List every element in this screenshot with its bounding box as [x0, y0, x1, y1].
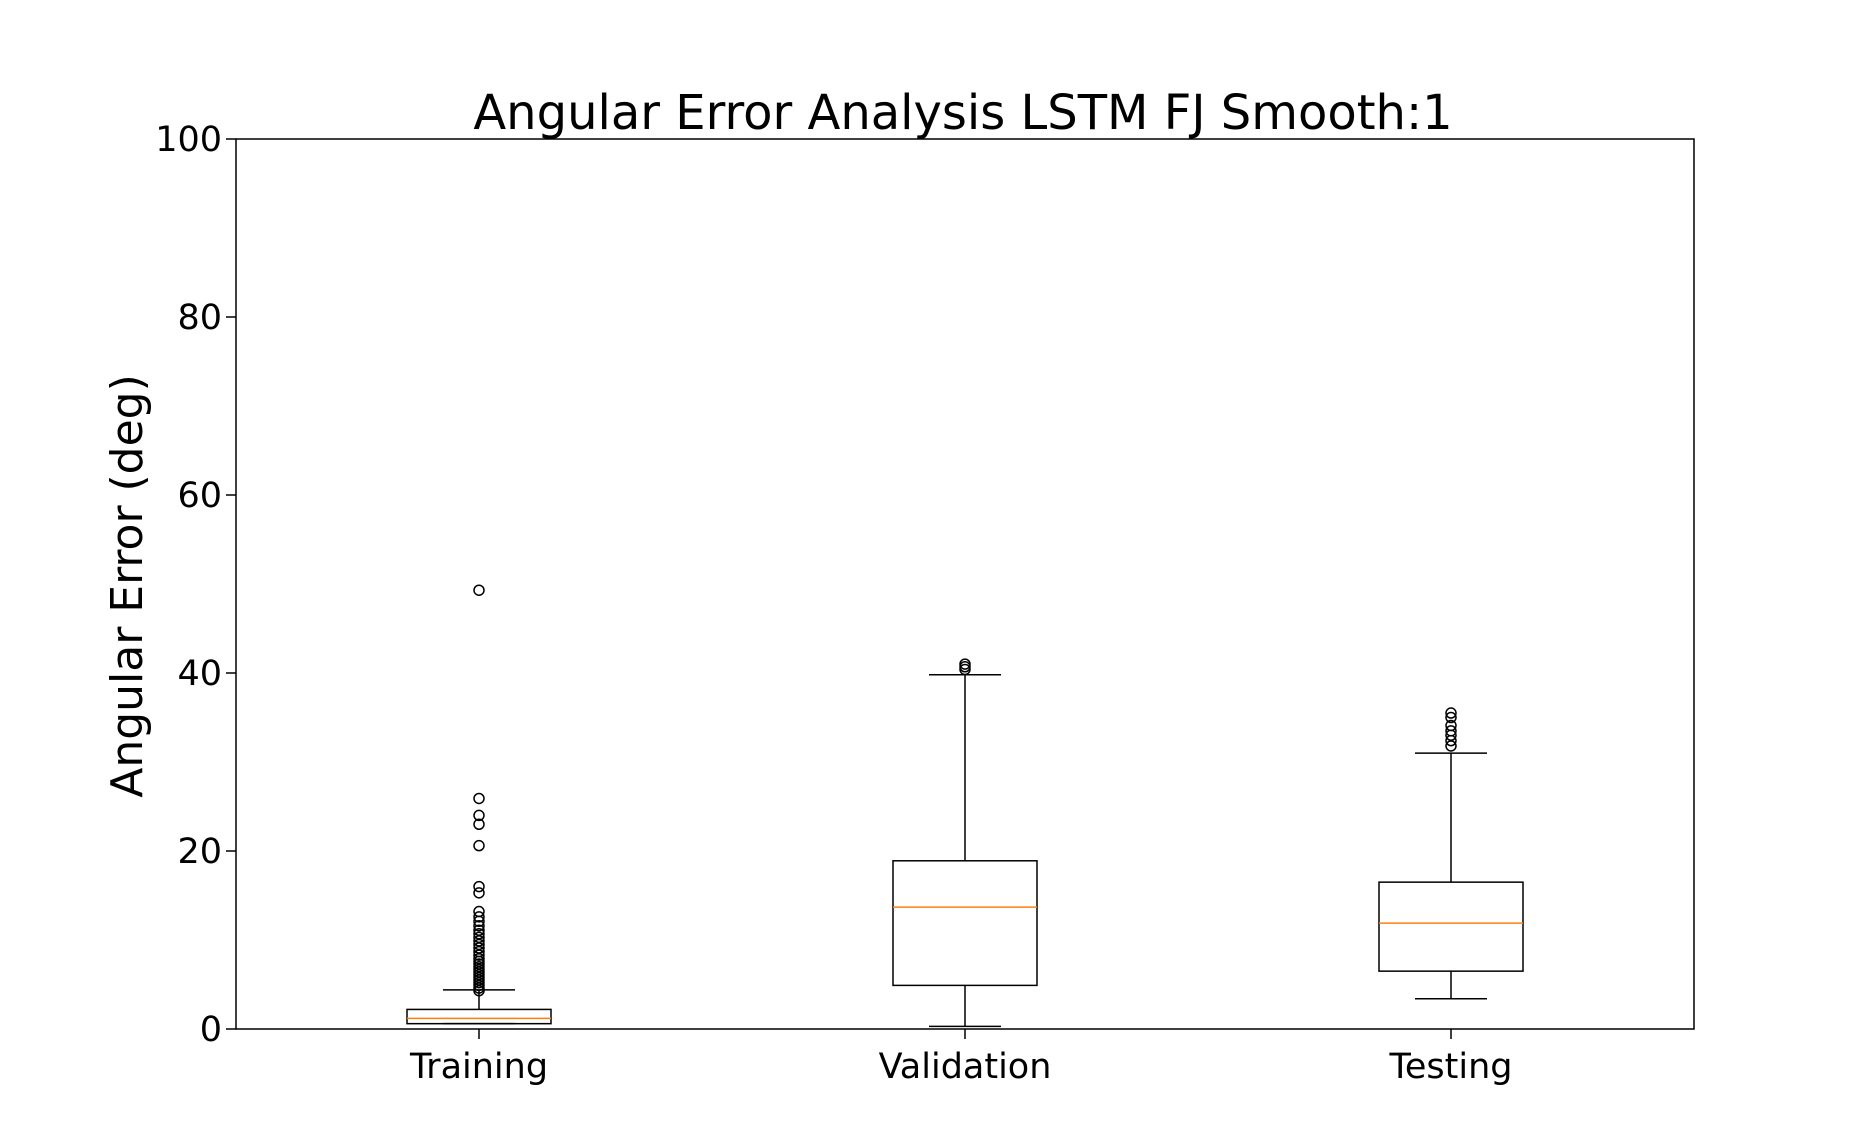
outlier-point — [959, 658, 971, 670]
outlier-point — [473, 931, 485, 944]
y-tick-label: 80 — [177, 298, 222, 338]
outlier-point — [1445, 725, 1457, 737]
outlier-point — [473, 880, 485, 893]
outlier-point — [473, 792, 485, 805]
y-tick-label: 100 — [155, 120, 222, 160]
y-tick-label: 60 — [177, 476, 222, 516]
y-tick-label: 0 — [200, 1010, 222, 1050]
outlier-point — [473, 839, 485, 852]
outlier-point — [1445, 719, 1457, 732]
outlier-point — [1445, 707, 1457, 719]
outlier-point — [473, 584, 485, 596]
outlier-point — [473, 809, 485, 822]
outlier-point — [1445, 711, 1457, 724]
box-training — [406, 1008, 552, 1025]
outlier-point — [473, 924, 485, 936]
x-tick-label: Validation — [879, 1047, 1052, 1087]
plot-area: 0 20 40 60 80 100 Training Validation Testing — [155, 120, 1524, 1087]
outlier-point — [473, 920, 485, 932]
chart-title: Angular Error Analysis LSTM FJ Smooth:1 — [473, 85, 1452, 141]
outlier-point — [473, 911, 485, 923]
axes-frame — [235, 138, 1695, 1030]
outlier-point — [473, 887, 485, 899]
x-tick-label: Training — [409, 1047, 548, 1087]
box-testing — [1378, 881, 1524, 972]
y-tick-label: 40 — [177, 654, 222, 694]
outlier-point — [473, 928, 485, 940]
x-tick-label: Testing — [1388, 1047, 1512, 1087]
y-tick-label: 20 — [177, 832, 222, 872]
outlier-point — [473, 818, 485, 831]
y-axis-label: Angular Error (deg) — [102, 374, 153, 798]
outlier-point — [473, 905, 485, 918]
box-validation — [892, 860, 1038, 987]
